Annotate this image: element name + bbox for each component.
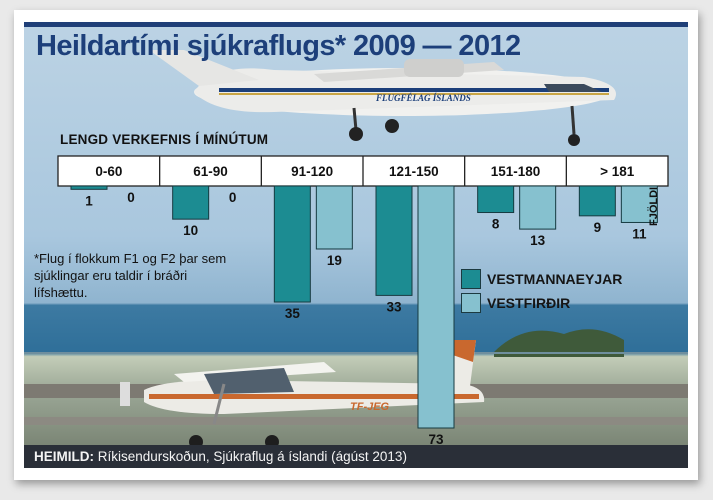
bar-vestfirdir bbox=[620, 185, 658, 223]
bars-group bbox=[70, 185, 658, 429]
value-label: 0 bbox=[229, 190, 237, 205]
category-band: 0-60 61-90 91-120 121-150 151-180 > 181 bbox=[57, 155, 669, 187]
bar-chart: 0-60 61-90 91-120 121-150 151-180 > 181 1 0100… bbox=[57, 155, 669, 447]
bar-vestfirdir bbox=[417, 185, 455, 429]
category-label: 61-90 bbox=[193, 164, 228, 179]
legend-item-vestfirdir: VESTFIRÐIR bbox=[461, 292, 622, 313]
airplane-photo bbox=[149, 50, 616, 146]
top-rule bbox=[24, 22, 688, 27]
value-label: 35 bbox=[285, 306, 301, 321]
bar-vestmannaeyjar bbox=[578, 185, 616, 217]
source-text: Ríkisendurskoðun, Sjúkraflug á íslandi (… bbox=[97, 449, 407, 464]
small-airplane-photo bbox=[120, 340, 485, 449]
bar-vestfirdir bbox=[315, 185, 353, 250]
value-label: 11 bbox=[632, 226, 647, 241]
value-label: 0 bbox=[127, 190, 135, 205]
legend-swatch-vestfirdir bbox=[461, 292, 481, 313]
x-axis-label: LENGD VERKEFNIS Í MÍNÚTUM bbox=[60, 132, 269, 147]
legend-label-vestfirdir: VESTFIRÐIR bbox=[487, 294, 571, 311]
legend-item-vestmannaeyjar: VESTMANNAEYJAR bbox=[461, 268, 622, 289]
bar-vestfirdir bbox=[519, 185, 557, 230]
bar-vestmannaeyjar bbox=[375, 185, 413, 296]
category-label: > 181 bbox=[600, 164, 635, 179]
bar-vestmannaeyjar bbox=[70, 185, 108, 190]
value-label: 73 bbox=[428, 432, 444, 447]
category-label: 0-60 bbox=[95, 164, 122, 179]
legend-label-vestmannaeyjar: VESTMANNAEYJAR bbox=[487, 270, 623, 287]
value-label: 9 bbox=[594, 220, 602, 235]
value-label: 19 bbox=[327, 253, 342, 268]
infographic-card: FLUGFÉLAG ÍSLANDS Heildartími sjúkraflug… bbox=[14, 10, 698, 480]
value-label: 13 bbox=[530, 233, 546, 248]
bar-vestmannaeyjar bbox=[172, 185, 210, 220]
legend-swatch-vestmannaeyjar bbox=[461, 268, 481, 289]
legend: VESTMANNAEYJAR VESTFIRÐIR bbox=[461, 268, 622, 316]
infographic-scene: FLUGFÉLAG ÍSLANDS Heildartími sjúkraflug… bbox=[24, 22, 688, 468]
category-label: 151-180 bbox=[491, 164, 541, 179]
source-label: HEIMILD: bbox=[34, 449, 94, 464]
tail-registration: TF-JEG bbox=[350, 401, 390, 413]
value-label: 8 bbox=[492, 217, 500, 232]
value-label: 1 bbox=[85, 193, 93, 208]
taxiway bbox=[24, 417, 688, 425]
value-label: 10 bbox=[183, 223, 198, 238]
source-bar: HEIMILD: Ríkisendurskoðun, Sjúkraflug á … bbox=[24, 445, 688, 468]
bar-vestmannaeyjar bbox=[477, 185, 515, 214]
value-label: 33 bbox=[386, 299, 402, 314]
airplane-livery-text: FLUGFÉLAG ÍSLANDS bbox=[376, 93, 471, 103]
landscape-photo bbox=[24, 329, 688, 357]
y-axis-label: FJÖLDI bbox=[648, 186, 660, 226]
chart-title: Heildartími sjúkraflugs* 2009 — 2012 bbox=[36, 30, 521, 62]
bar-vestmannaeyjar bbox=[273, 185, 311, 303]
category-label: 121-150 bbox=[389, 164, 439, 179]
footnote: *Flug í flokkum F1 og F2 þar sem sjúklin… bbox=[34, 251, 227, 300]
category-label: 91-120 bbox=[291, 164, 333, 179]
